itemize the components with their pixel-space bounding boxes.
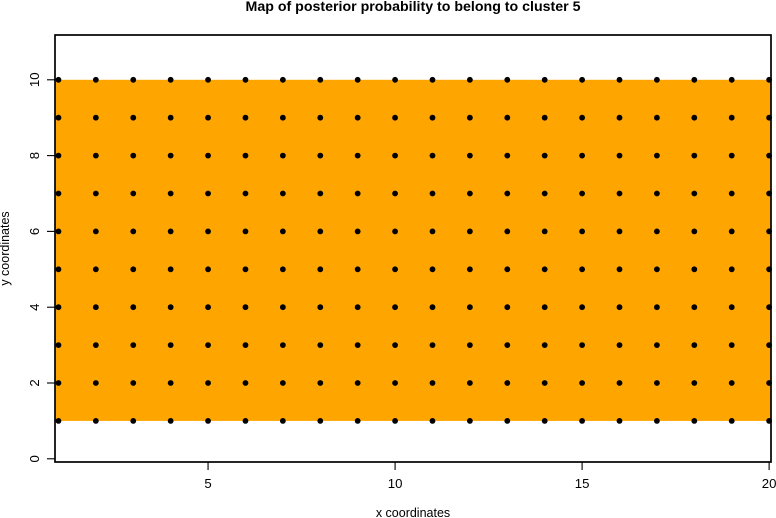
svg-text:10: 10 xyxy=(388,476,403,491)
svg-text:0: 0 xyxy=(27,455,42,462)
svg-text:8: 8 xyxy=(27,152,42,159)
svg-text:2: 2 xyxy=(27,379,42,386)
svg-text:x coordinates: x coordinates xyxy=(376,506,450,518)
svg-text:y coordinates: y coordinates xyxy=(0,211,12,285)
svg-text:6: 6 xyxy=(27,228,42,235)
svg-text:20: 20 xyxy=(762,476,776,491)
svg-text:15: 15 xyxy=(575,476,590,491)
svg-text:5: 5 xyxy=(204,476,211,491)
svg-text:10: 10 xyxy=(27,72,42,87)
svg-text:4: 4 xyxy=(27,304,42,311)
svg-text:Map of posterior probability t: Map of posterior probability to belong t… xyxy=(246,0,581,15)
